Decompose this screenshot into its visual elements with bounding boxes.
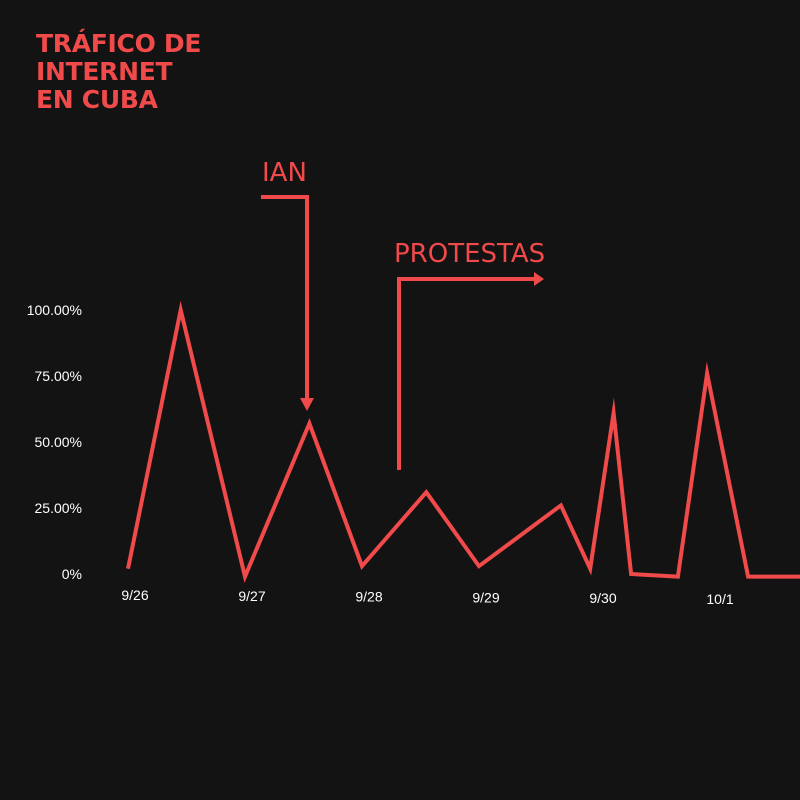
x-tick-label: 9/30 xyxy=(589,590,616,606)
title-line-2: INTERNET xyxy=(36,57,173,86)
title-line-3: EN CUBA xyxy=(36,85,158,114)
y-tick-label: 0% xyxy=(62,566,82,582)
y-tick-label: 50.00% xyxy=(35,434,82,450)
annotation-ian-label: IAN xyxy=(262,158,307,188)
title-line-1: TRÁFICO DE xyxy=(36,29,202,58)
series-line xyxy=(126,300,800,583)
y-tick-label: 75.00% xyxy=(35,368,82,384)
y-axis: 100.00% 75.00% 50.00% 25.00% 0% xyxy=(27,302,82,582)
annotations: IAN PROTESTAS xyxy=(261,158,545,470)
x-tick-label: 9/26 xyxy=(121,587,148,603)
series-group xyxy=(126,300,800,583)
annotation-ian-arrow xyxy=(261,195,309,402)
chart-title: TRÁFICO DE INTERNET EN CUBA xyxy=(36,30,201,114)
x-tick-label: 9/28 xyxy=(355,589,382,605)
annotation-protests-arrow xyxy=(397,277,535,470)
annotation-protests-arrowhead xyxy=(534,272,544,286)
y-tick-label: 25.00% xyxy=(35,500,82,516)
x-tick-label: 9/29 xyxy=(472,589,499,605)
x-tick-label: 10/1 xyxy=(706,591,733,607)
x-tick-label: 9/27 xyxy=(238,588,265,604)
annotation-ian-arrowhead xyxy=(300,398,314,411)
annotation-protests-label: PROTESTAS xyxy=(394,239,545,269)
y-tick-label: 100.00% xyxy=(27,302,82,318)
